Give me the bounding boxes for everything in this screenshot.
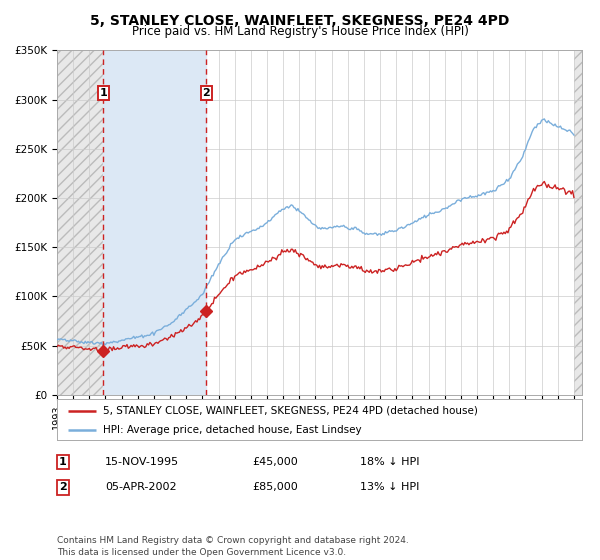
Text: 15-NOV-1995: 15-NOV-1995 [105, 457, 179, 467]
Text: Price paid vs. HM Land Registry's House Price Index (HPI): Price paid vs. HM Land Registry's House … [131, 25, 469, 38]
Text: 1: 1 [100, 88, 107, 99]
Text: £45,000: £45,000 [252, 457, 298, 467]
Bar [103, 50, 206, 395]
Text: 1: 1 [59, 457, 67, 467]
Bar [574, 50, 582, 395]
Text: 5, STANLEY CLOSE, WAINFLEET, SKEGNESS, PE24 4PD (detached house): 5, STANLEY CLOSE, WAINFLEET, SKEGNESS, P… [103, 405, 478, 416]
Bar [57, 50, 103, 395]
Text: 2: 2 [203, 88, 210, 99]
Text: 18% ↓ HPI: 18% ↓ HPI [360, 457, 419, 467]
Text: 13% ↓ HPI: 13% ↓ HPI [360, 482, 419, 492]
Text: Contains HM Land Registry data © Crown copyright and database right 2024.
This d: Contains HM Land Registry data © Crown c… [57, 536, 409, 557]
Text: 05-APR-2002: 05-APR-2002 [105, 482, 176, 492]
Text: HPI: Average price, detached house, East Lindsey: HPI: Average price, detached house, East… [103, 424, 362, 435]
Bar [57, 50, 103, 395]
Bar [574, 50, 582, 395]
Text: 2: 2 [59, 482, 67, 492]
Text: 5, STANLEY CLOSE, WAINFLEET, SKEGNESS, PE24 4PD: 5, STANLEY CLOSE, WAINFLEET, SKEGNESS, P… [91, 14, 509, 28]
Text: £85,000: £85,000 [252, 482, 298, 492]
